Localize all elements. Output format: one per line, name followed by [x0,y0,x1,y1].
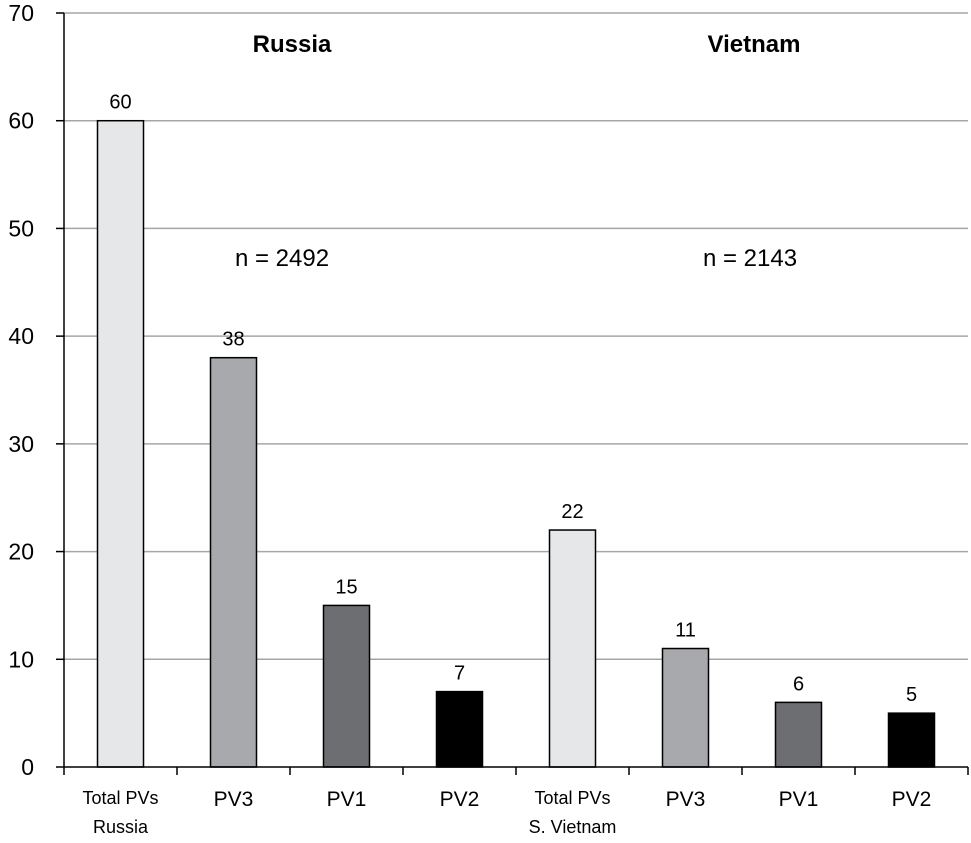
value-label-3: 7 [454,663,465,685]
group-annotation-vietnam: n = 2143 [703,245,797,272]
bar-1 [209,356,258,768]
y-tick-label-30: 30 [8,431,34,457]
bar-6 [774,701,823,768]
x-tick-label-7: PV2 [892,788,932,811]
value-labels: 60 38 15 7 22 11 6 5 [109,92,917,706]
axes [63,13,968,768]
bar-5 [661,647,710,768]
x-tick-label-6: PV1 [779,788,819,811]
y-tick-label-20: 20 [8,539,34,565]
y-tick-label-60: 60 [8,108,34,134]
group-title-vietnam: Vietnam [708,31,801,58]
value-label-0: 60 [109,92,131,114]
value-label-1: 38 [222,329,244,351]
value-label-7: 5 [906,684,917,706]
y-tick-label-70: 70 [8,0,34,26]
x-tick-label-2: PV1 [327,788,367,811]
y-tick-label-40: 40 [8,323,34,349]
y-tick-label-50: 50 [8,215,34,241]
x-tick-label-0-line2: Russia [93,817,149,837]
group-annotation-russia: n = 2492 [235,245,329,272]
x-tick-label-4-line2: S. Vietnam [529,817,617,837]
value-label-2: 15 [335,576,357,598]
y-tick-label-10: 10 [8,646,34,672]
x-tick-label-0: Total PVs [82,788,158,808]
y-ticks: 0 10 20 30 40 50 60 70 [8,0,64,780]
value-label-6: 6 [793,673,804,695]
bar-7 [887,712,936,768]
y-tick-label-0: 0 [21,754,34,780]
x-tick-label-3: PV2 [440,788,480,811]
bar-4 [548,529,597,768]
bars [96,119,936,768]
bar-2 [322,604,371,768]
gridlines [64,12,968,661]
bar-0 [96,119,145,768]
x-ticks: Total PVs Russia PV3 PV1 PV2 Total PVs S. Viet… [63,767,969,837]
value-label-5: 11 [675,620,696,642]
group-labels: Russia Vietnam n = 2492 n = 2143 [235,31,801,272]
value-label-4: 22 [561,501,583,523]
group-title-russia: Russia [253,31,332,58]
bar-3 [435,690,484,768]
x-tick-label-1: PV3 [214,788,254,811]
x-tick-label-5: PV3 [666,788,706,811]
x-tick-label-4: Total PVs [534,788,610,808]
